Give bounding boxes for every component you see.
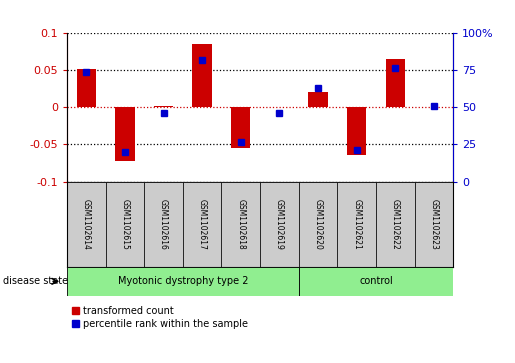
Text: GSM1102623: GSM1102623 <box>430 199 438 250</box>
Bar <box>308 92 328 107</box>
Bar <box>193 44 212 107</box>
Text: control: control <box>359 276 393 286</box>
Bar <box>231 107 250 148</box>
Bar <box>376 182 415 267</box>
Bar <box>67 267 299 296</box>
Bar <box>106 182 144 267</box>
Bar <box>299 267 453 296</box>
Bar <box>260 182 299 267</box>
Bar <box>183 182 221 267</box>
Text: GSM1102615: GSM1102615 <box>121 199 129 250</box>
Text: Myotonic dystrophy type 2: Myotonic dystrophy type 2 <box>117 276 248 286</box>
Bar <box>415 182 453 267</box>
Text: GSM1102621: GSM1102621 <box>352 199 361 249</box>
Bar <box>77 69 96 107</box>
Bar <box>337 182 376 267</box>
Bar <box>154 106 173 107</box>
Bar <box>299 182 337 267</box>
Text: disease state: disease state <box>3 276 67 286</box>
Bar <box>144 182 183 267</box>
Bar <box>386 59 405 107</box>
Text: GSM1102620: GSM1102620 <box>314 199 322 250</box>
Text: GSM1102614: GSM1102614 <box>82 199 91 250</box>
Text: GSM1102617: GSM1102617 <box>198 199 207 250</box>
Text: GSM1102616: GSM1102616 <box>159 199 168 250</box>
Text: GSM1102619: GSM1102619 <box>275 199 284 250</box>
Legend: transformed count, percentile rank within the sample: transformed count, percentile rank withi… <box>72 306 248 329</box>
Text: GSM1102622: GSM1102622 <box>391 199 400 249</box>
Bar <box>115 107 134 161</box>
Text: GSM1102618: GSM1102618 <box>236 199 245 249</box>
Bar <box>347 107 366 155</box>
Bar <box>67 182 106 267</box>
Bar <box>221 182 260 267</box>
